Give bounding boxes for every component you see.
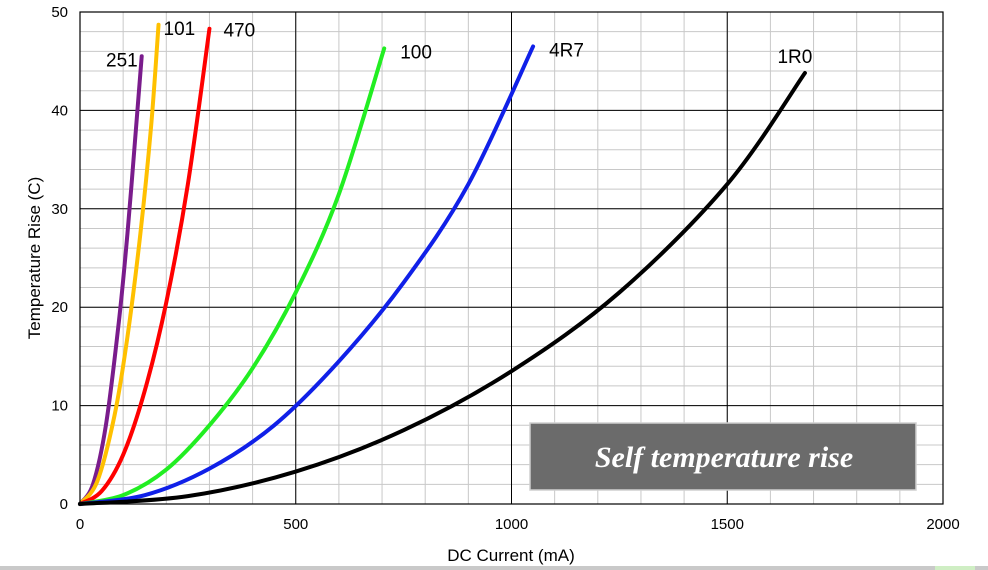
series-line-1R0	[78, 71, 807, 506]
y-tick-labels: 0 10 20 30 40 50	[51, 4, 68, 513]
plot-border	[79, 11, 944, 505]
series-label-101: 101	[164, 19, 196, 40]
annotation-border	[529, 422, 917, 491]
window-bottom-bar	[0, 566, 988, 570]
x-tick-label: 0	[76, 516, 84, 533]
series-label-251: 251	[106, 50, 138, 71]
y-tick-label: 40	[51, 102, 68, 119]
x-axis-label: DC Current (mA)	[447, 546, 575, 565]
y-tick-label: 0	[60, 496, 68, 513]
x-tick-label: 500	[283, 516, 308, 533]
y-tick-label: 10	[51, 398, 68, 415]
x-tick-label: 2000	[926, 516, 959, 533]
series-label-470: 470	[223, 21, 255, 42]
series-line-101	[78, 22, 161, 506]
x-tick-labels: 0 500 1000 1500 2000	[76, 516, 960, 533]
y-tick-label: 50	[51, 4, 68, 21]
window-bottom-indicator	[935, 566, 975, 570]
x-tick-label: 1500	[711, 516, 744, 533]
series-line-4R7	[78, 44, 536, 506]
series-line-100	[78, 46, 387, 506]
annotation-background	[530, 423, 916, 490]
y-axis-label: Temperature Rise (C)	[25, 177, 44, 340]
series-label-100: 100	[400, 42, 432, 63]
series-line-251	[78, 54, 144, 506]
series-layer: 251 101 470 100 4R7 1R0	[78, 19, 812, 506]
x-tick-label: 1000	[495, 516, 528, 533]
annotation-box: Self temperature rise	[529, 422, 917, 491]
series-line-470	[78, 26, 212, 506]
series-label-1R0: 1R0	[777, 47, 812, 68]
y-tick-label: 30	[51, 201, 68, 218]
annotation-text: Self temperature rise	[595, 441, 853, 474]
y-tick-label: 20	[51, 299, 68, 316]
series-label-4R7: 4R7	[549, 40, 584, 61]
